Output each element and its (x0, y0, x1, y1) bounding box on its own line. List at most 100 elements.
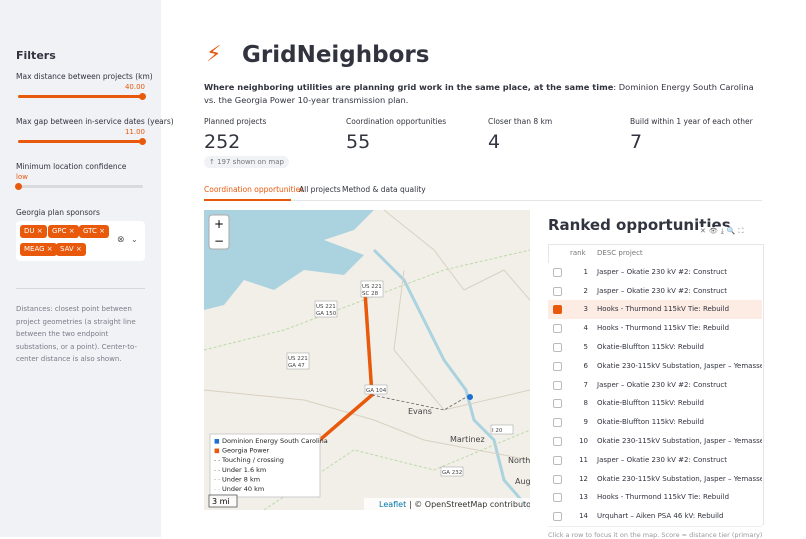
checkbox[interactable] (553, 455, 562, 465)
description-bold: Where neighboring utilities are planning… (204, 82, 614, 92)
chevron-icon[interactable]: ⌄ (131, 235, 138, 244)
road-label: GA 47 (288, 363, 305, 369)
table-row[interactable]: 11 Jasper – Okatie 230 kV #2: Construct (548, 450, 762, 471)
road-label: US 221 (316, 304, 336, 310)
checkbox[interactable] (553, 286, 562, 296)
rank-cell: 5 (583, 343, 588, 351)
rank-cell: 12 (579, 474, 588, 483)
table-row[interactable]: 14 Urquhart – Aiken PSA 46 kV: Rebuild (548, 507, 762, 527)
rank-cell: 10 (579, 437, 588, 445)
sidebar: Filters Max distance between projects (k… (0, 0, 174, 537)
project-cell: Okatie 230-115kV Substation, Jasper – Ye… (597, 437, 762, 445)
legend-label: Georgia Power (222, 447, 270, 455)
metric-value: 55 (346, 131, 371, 153)
project-cell: Hooks - Thurmond 115kV Tie: Rebuild (597, 493, 730, 502)
rank-cell: 3 (583, 305, 588, 314)
rank-cell: 6 (583, 361, 588, 370)
checkbox[interactable] (553, 361, 562, 371)
table-row[interactable]: 8 Okatie-Bluffton 115kV: Rebuild (548, 394, 762, 415)
table-caption: Click a row to focus it on the map. Scor… (548, 531, 762, 539)
table-row[interactable]: 5 Okatie-Bluffton 115kV: Rebuild (548, 338, 762, 358)
table-row[interactable]: 3 Hooks - Thurmond 115kV Tie: Rebuild (548, 300, 762, 321)
legend-symbol: - - (214, 486, 220, 493)
checkbox[interactable] (553, 474, 562, 484)
page-title: GridNeighbors (242, 42, 430, 68)
chip[interactable]: GTC × (79, 225, 110, 238)
slider-knob[interactable] (139, 93, 146, 100)
slider-knob[interactable] (15, 183, 22, 190)
table-row[interactable]: 1 Jasper – Okatie 230 kV #2: Construct (548, 262, 762, 283)
delta-text: 197 shown on map (217, 158, 284, 166)
legend-label: Under 8 km (222, 475, 260, 483)
multiselect-label: Georgia plan sponsors (16, 208, 100, 217)
attribution-bg (364, 498, 530, 510)
legend-symbol: ■ (214, 438, 220, 445)
checkbox[interactable] (553, 399, 562, 409)
checkbox[interactable] (553, 343, 562, 352)
slider-value: 40.00 (124, 83, 145, 91)
tab[interactable]: Method & data quality (342, 185, 426, 194)
checkbox[interactable] (553, 418, 562, 428)
road-shield (364, 384, 388, 395)
chip[interactable]: GPC × (48, 225, 79, 238)
checkbox[interactable] (553, 267, 562, 277)
metric-label: Coordination opportunities (346, 117, 447, 126)
chip[interactable]: DU × (20, 225, 47, 238)
checkbox[interactable] (553, 380, 562, 390)
table-row[interactable]: 2 Jasper – Okatie 230 kV #2: Construct (548, 281, 762, 302)
rank-cell: 11 (579, 455, 588, 464)
rank-cell: 14 (579, 512, 588, 521)
table-row[interactable]: 9 Okatie-Bluffton 115kV: Rebuild (548, 413, 762, 433)
column-header: DESC project (597, 249, 643, 257)
table-row[interactable]: 7 Jasper – Okatie 230 kV #2: Construct (548, 375, 762, 396)
legend (209, 433, 321, 498)
table-title: Ranked opportunities (548, 216, 731, 234)
table-row[interactable]: 4 Hooks - Thurmond 115kV Tie: Rebuild (548, 319, 762, 339)
checkbox[interactable] (553, 305, 562, 315)
zoom-out[interactable]: − (214, 234, 224, 248)
table-row[interactable]: 10 Okatie 230-115kV Substation, Jasper – … (548, 432, 762, 452)
tab-underline (204, 199, 291, 201)
rank-cell: 8 (583, 399, 588, 408)
checkbox[interactable] (553, 324, 562, 334)
project-cell: Okatie 230-115kV Substation, Jasper – Ye… (597, 474, 762, 483)
tab[interactable]: Coordination opportunities (204, 185, 305, 194)
tab[interactable]: All projects (299, 185, 341, 194)
checkbox[interactable] (553, 437, 562, 446)
legend-symbol: - - (214, 457, 220, 464)
chip-text: GPC (52, 227, 67, 235)
legend-symbol: - - (214, 467, 220, 474)
slider[interactable] (18, 95, 143, 98)
table-row[interactable]: 6 Okatie 230-115kV Substation, Jasper – Y… (548, 356, 762, 377)
river (372, 248, 530, 510)
checkbox[interactable] (553, 512, 562, 522)
road-shield (286, 352, 310, 370)
project-cell: Urquhart – Aiken PSA 46 kV: Rebuild (597, 512, 724, 521)
road-label: GA 232 (442, 470, 462, 476)
project-cell: Okatie 230-115kV Substation, Jasper – Ye… (597, 361, 762, 370)
chip[interactable]: SAV × (56, 243, 86, 256)
slider-label: Max distance between projects (km) (16, 72, 153, 81)
project-cell: Jasper – Okatie 230 kV #2: Construct (597, 286, 727, 295)
clear-icon[interactable]: ⊗ (117, 235, 125, 245)
slider[interactable] (18, 140, 143, 143)
table-row[interactable]: 12 Okatie 230-115kV Substation, Jasper – … (548, 469, 762, 490)
metric-delta: ↑ 197 shown on map (204, 156, 289, 168)
table-row[interactable]: 13 Hooks - Thurmond 115kV Tie: Rebuild (548, 488, 762, 509)
road-shield (314, 300, 338, 318)
checkbox[interactable] (553, 493, 562, 503)
zoom-control (208, 214, 230, 250)
legend-label: Under 1.6 km (222, 466, 266, 474)
rank-cell: 1 (583, 267, 588, 276)
attribution-link[interactable]: Leaflet (379, 500, 406, 509)
slider[interactable] (18, 185, 143, 188)
chip[interactable]: MEAG × (20, 243, 57, 256)
zoom-in[interactable]: + (214, 217, 224, 231)
chip-text: GTC (83, 227, 97, 235)
place-label: Evans (408, 407, 432, 416)
table-toolbar[interactable]: ✕👁⤓🔍⛶ (700, 227, 762, 239)
chip-text: MEAG (24, 245, 45, 253)
slider-knob[interactable] (139, 138, 146, 145)
